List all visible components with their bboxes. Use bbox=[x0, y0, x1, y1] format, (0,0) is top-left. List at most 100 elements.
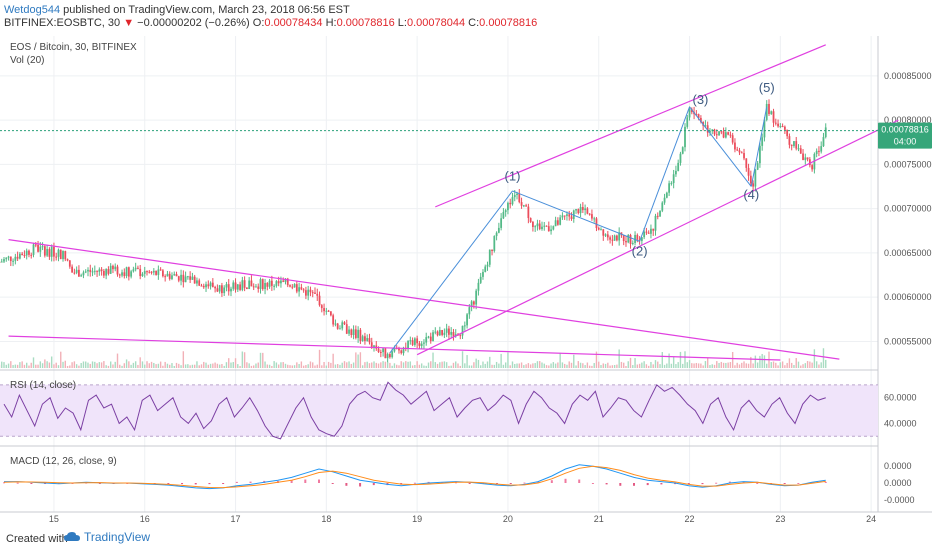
rsi-tick-label: 60.0000 bbox=[884, 393, 917, 403]
volume-bar bbox=[759, 355, 761, 368]
volume-bar bbox=[28, 365, 30, 368]
candle-body bbox=[472, 301, 475, 305]
volume-bar bbox=[330, 362, 332, 368]
publish-line: Wetdog544 published on TradingView.com, … bbox=[4, 4, 350, 17]
candle-body bbox=[223, 287, 226, 294]
candle-body bbox=[323, 308, 325, 312]
volume-bar bbox=[275, 362, 278, 368]
candle-body bbox=[525, 205, 527, 207]
volume-bar bbox=[559, 352, 561, 368]
chart-canvas[interactable]: 0.00085000 0.00080000 0.00075000 0.00070000… bbox=[0, 0, 932, 525]
candle-body bbox=[554, 220, 557, 227]
volume-bar bbox=[318, 349, 321, 368]
candle-body bbox=[255, 286, 257, 288]
volume-bar bbox=[103, 361, 105, 368]
volume-bar bbox=[323, 361, 325, 368]
wave-line bbox=[512, 190, 640, 242]
candle-body bbox=[257, 286, 260, 289]
macd-tick-label: 0.0000 bbox=[884, 461, 912, 471]
volume-bar bbox=[257, 362, 259, 368]
volume-bar bbox=[511, 361, 514, 368]
volume-bar bbox=[452, 362, 455, 368]
candle-body bbox=[146, 271, 148, 273]
candle-body bbox=[561, 215, 564, 218]
macd-histogram-bar bbox=[605, 483, 608, 485]
candle-body bbox=[504, 210, 507, 213]
volume-bar bbox=[71, 362, 73, 368]
candle-body bbox=[66, 259, 69, 261]
volume-bar bbox=[668, 353, 670, 368]
candle-body bbox=[373, 345, 375, 348]
candle-body bbox=[150, 271, 153, 273]
candle-body bbox=[763, 119, 766, 138]
candle-body bbox=[325, 310, 328, 312]
volume-bar bbox=[464, 363, 466, 368]
volume-bar bbox=[53, 364, 55, 368]
macd-histogram-bar bbox=[578, 479, 581, 483]
candle-body bbox=[477, 282, 480, 291]
volume-bar bbox=[618, 349, 620, 368]
candle-body bbox=[28, 250, 30, 255]
macd-histogram-bar bbox=[181, 483, 184, 485]
macd-histogram-bar bbox=[783, 483, 786, 484]
volume-bar bbox=[300, 361, 303, 368]
macd-histogram-bar bbox=[797, 483, 800, 484]
macd-histogram-bar bbox=[16, 482, 19, 484]
volume-bar bbox=[643, 361, 645, 368]
candle-body bbox=[629, 234, 632, 244]
candle-body bbox=[343, 322, 346, 325]
candle-body bbox=[368, 338, 371, 343]
candle-body bbox=[652, 228, 655, 231]
time-tick-label: 15 bbox=[49, 514, 59, 524]
candle-body bbox=[379, 352, 382, 354]
volume-bar bbox=[756, 362, 759, 368]
candle-body bbox=[579, 207, 582, 214]
volume-bar bbox=[259, 352, 262, 368]
volume-bar bbox=[448, 365, 450, 368]
low-label: L: bbox=[397, 17, 407, 29]
volume-bar bbox=[241, 351, 244, 368]
candle-body bbox=[291, 286, 294, 288]
candle-body bbox=[743, 153, 745, 159]
price-badge-time: 04:00 bbox=[894, 137, 917, 147]
volume-bar bbox=[645, 364, 648, 368]
volume-bar bbox=[652, 364, 654, 368]
candle-body bbox=[547, 226, 550, 232]
volume-bar bbox=[316, 364, 318, 368]
tradingview-logo[interactable]: TradingView bbox=[64, 530, 150, 544]
volume-bar bbox=[216, 363, 219, 368]
time-tick-label: 24 bbox=[866, 514, 876, 524]
volume-bar bbox=[298, 363, 300, 368]
candle-body bbox=[545, 225, 548, 227]
volume-bar bbox=[66, 365, 69, 368]
author-link[interactable]: Wetdog544 bbox=[4, 4, 61, 16]
price-tick-label: 0.00085000 bbox=[884, 71, 932, 81]
volume-bar bbox=[218, 364, 221, 368]
volume-bar bbox=[659, 364, 661, 368]
volume-bar bbox=[806, 361, 809, 368]
candle-body bbox=[14, 256, 17, 261]
candle-body bbox=[824, 127, 827, 138]
candle-body bbox=[527, 206, 530, 219]
candle-body bbox=[407, 340, 409, 349]
macd-histogram-bar bbox=[318, 479, 321, 483]
volume-bar bbox=[495, 361, 498, 368]
candle-body bbox=[815, 150, 818, 155]
price-badge-value: 0.00078816 bbox=[881, 125, 929, 135]
candle-body bbox=[316, 293, 319, 296]
volume-bar bbox=[734, 365, 736, 368]
candle-body bbox=[336, 323, 339, 329]
volume-bar bbox=[482, 361, 484, 368]
volume-bar bbox=[441, 361, 443, 368]
volume-bar bbox=[570, 362, 573, 368]
volume-bar bbox=[123, 363, 126, 368]
candle-body bbox=[116, 266, 119, 275]
volume-bar bbox=[588, 365, 591, 368]
candle-body bbox=[162, 270, 164, 277]
volume-bar bbox=[534, 363, 536, 368]
volume-bar bbox=[725, 362, 727, 368]
candle-body bbox=[227, 284, 230, 292]
candle-body bbox=[736, 149, 739, 151]
volume-bar bbox=[325, 365, 328, 368]
candle-body bbox=[125, 267, 128, 277]
